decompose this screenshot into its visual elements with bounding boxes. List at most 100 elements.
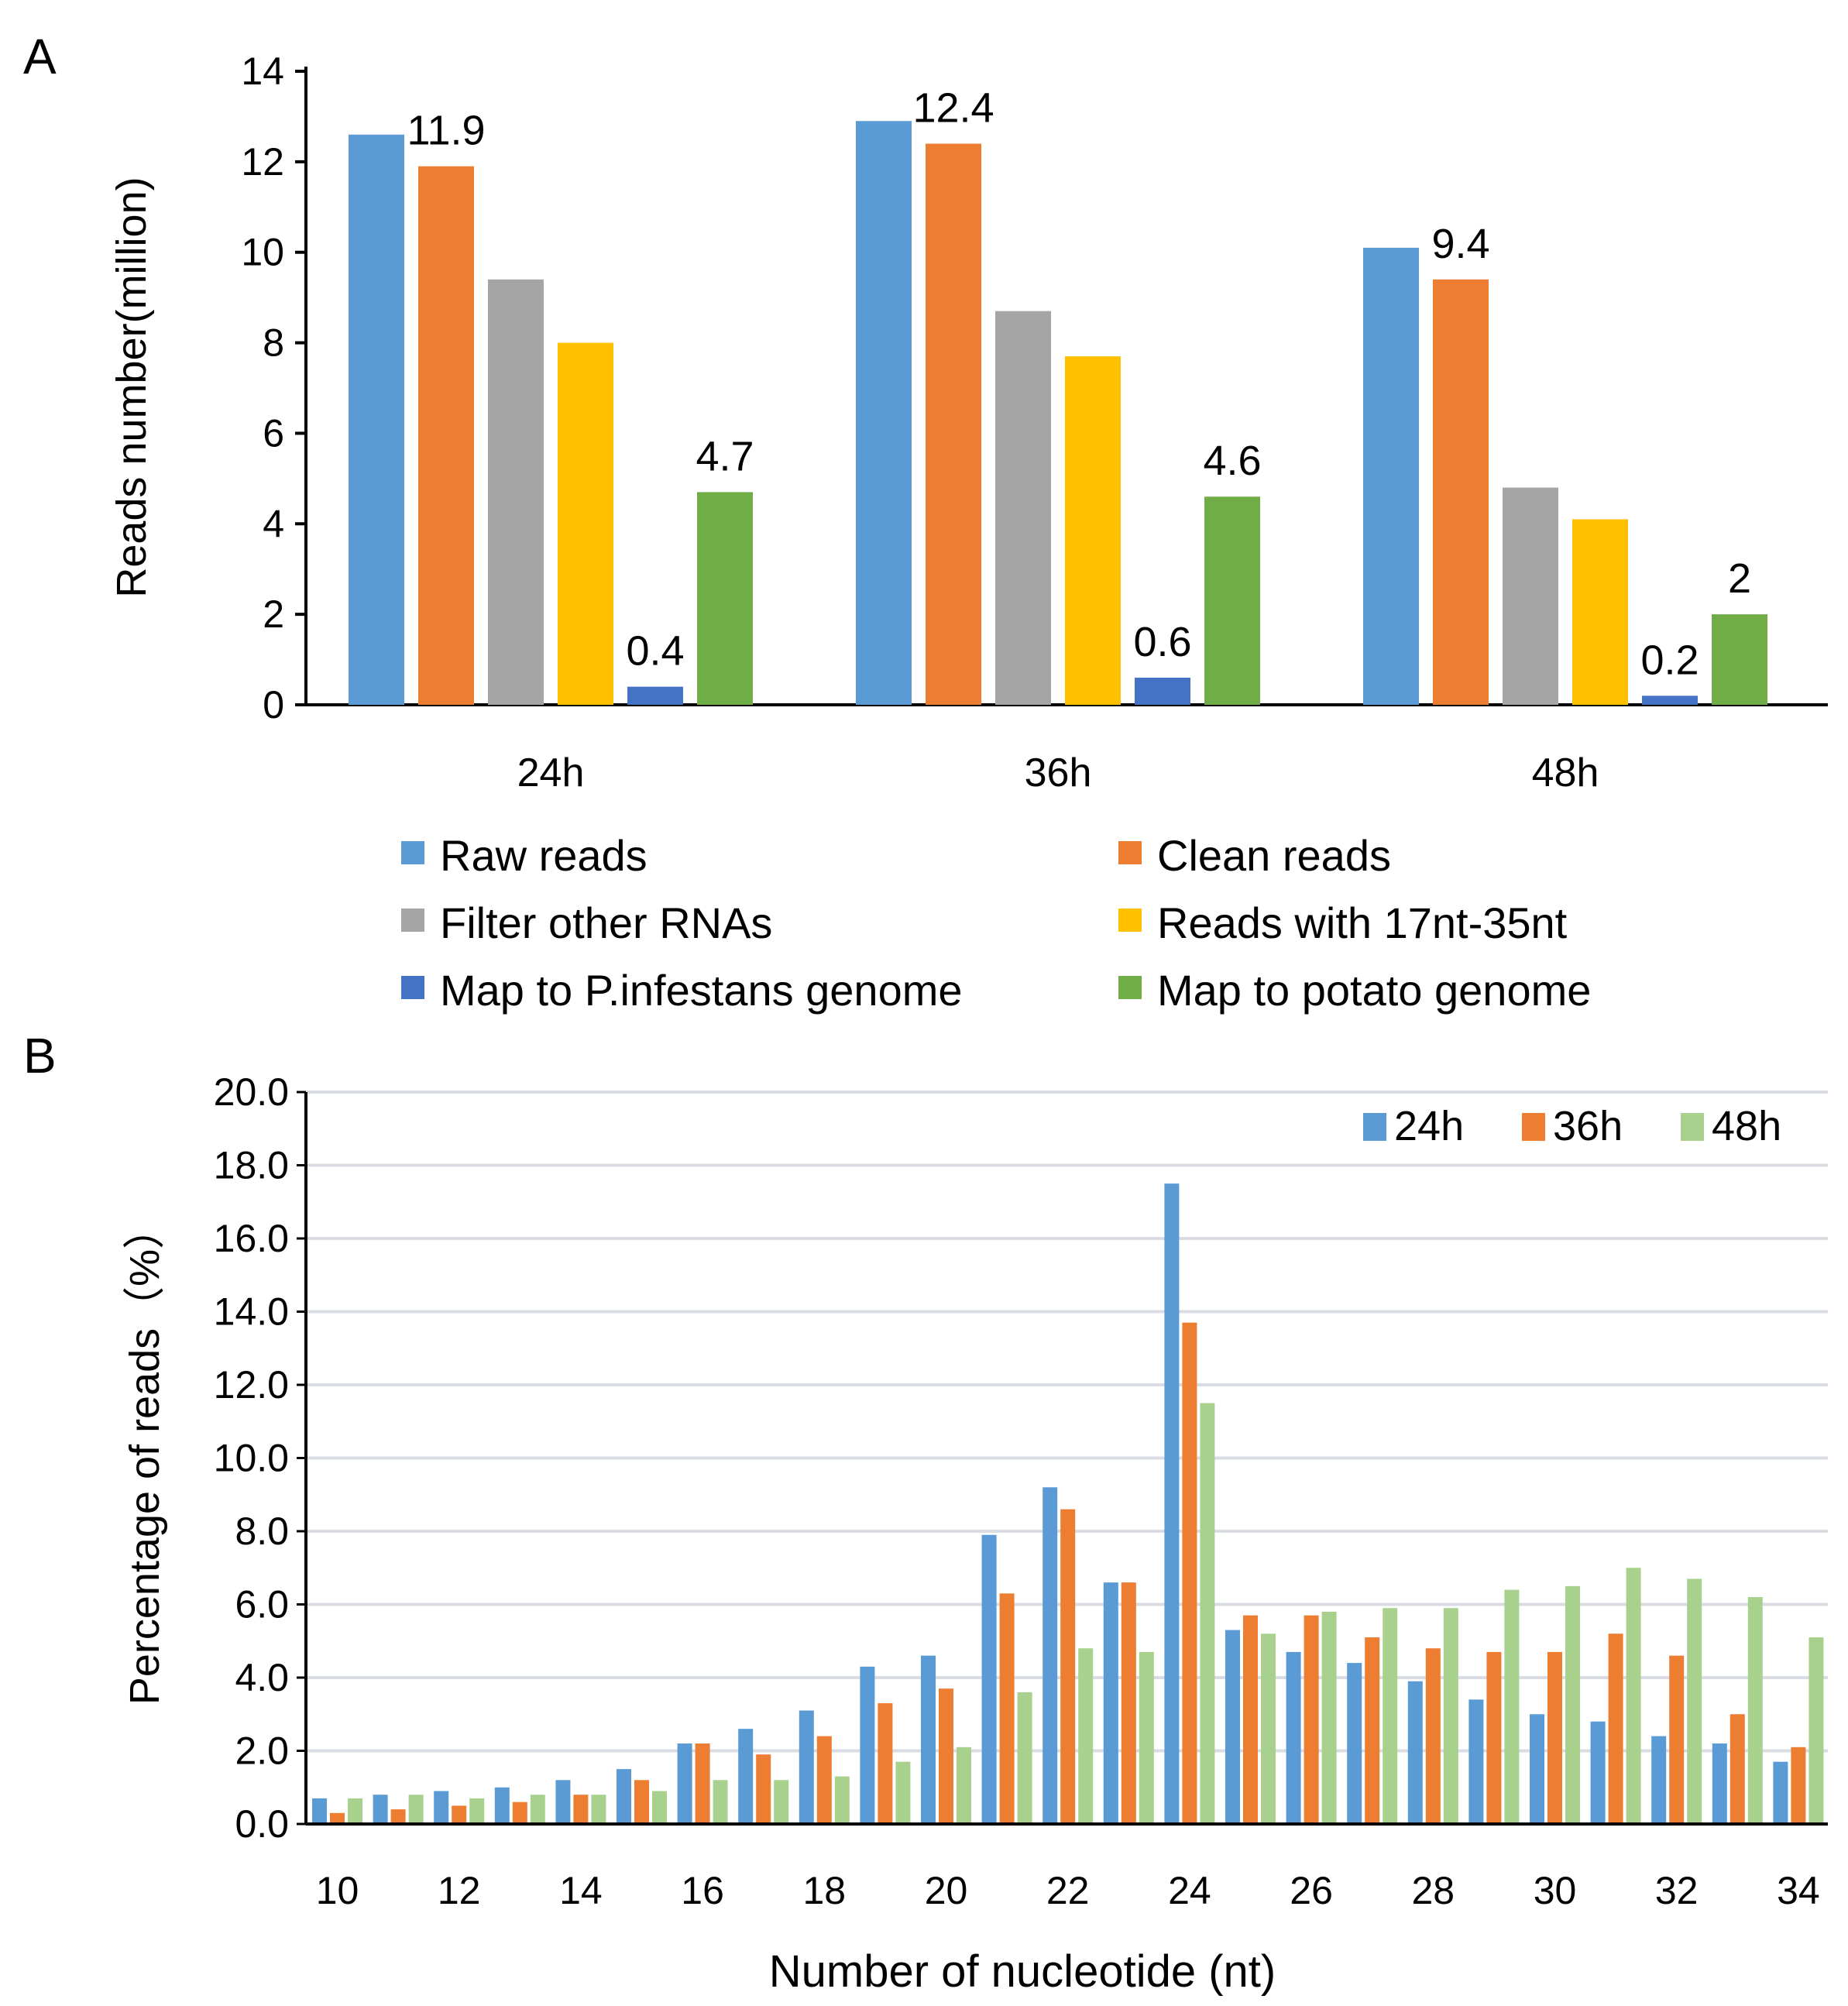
- bar-24h-34nt: [1773, 1761, 1788, 1824]
- bar-raw-reads-36h: [856, 121, 912, 705]
- bar-24h-18nt: [799, 1710, 814, 1824]
- bar-24h-10nt: [312, 1798, 327, 1824]
- bar-48h-26nt: [1321, 1611, 1337, 1824]
- bar-48h-25nt: [1261, 1633, 1276, 1824]
- data-label: 2: [1728, 555, 1751, 602]
- bar-filter-other-rnas-36h: [995, 311, 1051, 705]
- y-tick-label: 4.0: [235, 1656, 289, 1699]
- bar-24h-22nt: [1043, 1487, 1058, 1824]
- bar-48h-28nt: [1443, 1608, 1458, 1824]
- bar-48h-16nt: [713, 1780, 728, 1824]
- x-tick-label: 12: [438, 1869, 481, 1912]
- bar-24h-26nt: [1286, 1651, 1301, 1824]
- panel-a-label: A: [23, 29, 57, 84]
- y-tick-label: 14.0: [214, 1290, 289, 1334]
- bar-24h-25nt: [1225, 1630, 1240, 1824]
- bar-36h-21nt: [999, 1593, 1015, 1824]
- panel-a-chart: 0 2 4 6 8 10 12 14 Reads number(million) 11.9 0.4 4…: [108, 50, 1828, 795]
- data-label: 11.9: [407, 108, 485, 154]
- legend-swatch: [1118, 841, 1142, 864]
- legend-swatch: [401, 841, 424, 864]
- bar-36h-15nt: [634, 1780, 649, 1824]
- legend-swatch: [1118, 909, 1142, 932]
- legend-swatch: [1363, 1113, 1386, 1141]
- x-category-label: 24h: [517, 751, 585, 795]
- bar-48h-23nt: [1139, 1651, 1154, 1824]
- bar-48h-34nt: [1808, 1637, 1824, 1824]
- bar-24h-24nt: [1164, 1183, 1180, 1824]
- bar-36h-18nt: [816, 1736, 832, 1824]
- bar-map-to-potato-genome-36h: [1204, 496, 1260, 705]
- bar-24h-20nt: [921, 1655, 936, 1824]
- bar-36h-13nt: [512, 1802, 527, 1824]
- x-tick-label: 32: [1655, 1869, 1699, 1912]
- data-label: 9.4: [1431, 221, 1489, 267]
- x-tick-label: 20: [925, 1869, 968, 1912]
- bar-36h-16nt: [695, 1743, 710, 1824]
- bar-clean-reads-24h: [418, 166, 474, 705]
- bar-24h-19nt: [860, 1666, 875, 1824]
- bar-36h-31nt: [1608, 1633, 1623, 1824]
- data-label: 12.4: [912, 84, 994, 131]
- bar-36h-24nt: [1182, 1322, 1197, 1824]
- legend-swatch: [1118, 976, 1142, 999]
- y-tick-label: 6.0: [235, 1583, 289, 1626]
- bar-raw-reads-24h: [349, 134, 404, 706]
- legend-label: Map to P.infestans genome: [440, 966, 963, 1015]
- x-tick-label: 34: [1777, 1869, 1820, 1912]
- x-tick-label: 14: [559, 1869, 603, 1912]
- bar-48h-21nt: [1017, 1692, 1032, 1824]
- y-tick-label: 20.0: [214, 1070, 289, 1114]
- bar-24h-12nt: [434, 1791, 449, 1824]
- bar-48h-30nt: [1565, 1585, 1580, 1824]
- x-tick-label: 24: [1168, 1869, 1211, 1912]
- bar-24h-29nt: [1468, 1699, 1484, 1824]
- bar-36h-30nt: [1547, 1651, 1562, 1824]
- y-tick-label: 0.0: [235, 1802, 289, 1846]
- legend-label: 48h: [1712, 1103, 1781, 1149]
- bar-24h-32nt: [1651, 1736, 1667, 1824]
- panel-b-chart: 0.0 2.0 4.0 6.0 8.0 10.0 12.0 14.0 16.0 18.0 20.0 1…: [122, 1070, 1828, 1997]
- legend-swatch: [1681, 1113, 1704, 1141]
- bar-map-to-p-infestans-genome-24h: [627, 686, 683, 705]
- bar-48h-32nt: [1687, 1578, 1702, 1824]
- panel-b-legend: 24h 36h 48h: [1363, 1103, 1781, 1149]
- bar-48h-15nt: [652, 1791, 667, 1824]
- data-label: 4.7: [696, 433, 754, 479]
- bar-36h-27nt: [1365, 1637, 1380, 1824]
- bar-map-to-potato-genome-24h: [697, 492, 753, 705]
- bar-36h-25nt: [1243, 1615, 1258, 1824]
- x-tick-label: 22: [1046, 1869, 1090, 1912]
- bar-36h-11nt: [390, 1809, 406, 1824]
- bar-48h-19nt: [895, 1761, 911, 1824]
- x-axis-title: Number of nucleotide (nt): [769, 1946, 1276, 1997]
- bar-48h-13nt: [530, 1795, 545, 1824]
- bar-36h-22nt: [1060, 1509, 1076, 1824]
- bar-36h-33nt: [1729, 1714, 1745, 1824]
- y-tick-label: 10: [241, 231, 284, 274]
- y-tick-label: 2: [263, 593, 284, 636]
- y-axis-title: Percentage of reads（%）: [122, 1207, 168, 1705]
- legend-swatch: [401, 909, 424, 932]
- bar-24h-33nt: [1712, 1743, 1727, 1824]
- bar-map-to-p-infestans-genome-48h: [1642, 696, 1698, 705]
- legend-swatch: [401, 976, 424, 999]
- legend-label: Clean reads: [1157, 831, 1391, 880]
- y-tick-label: 4: [263, 502, 284, 545]
- y-tick-label: 6: [263, 411, 284, 455]
- bar-48h-31nt: [1626, 1568, 1641, 1824]
- bar-48h-18nt: [834, 1776, 850, 1824]
- bar-map-to-potato-genome-48h: [1712, 614, 1767, 705]
- data-label: 4.6: [1203, 438, 1261, 484]
- bar-24h-14nt: [555, 1780, 571, 1824]
- bar-36h-20nt: [939, 1688, 953, 1824]
- bar-clean-reads-48h: [1433, 279, 1489, 705]
- legend-label: Reads with 17nt-35nt: [1157, 898, 1568, 947]
- legend-label: Filter other RNAs: [440, 898, 772, 947]
- bar-24h-30nt: [1530, 1714, 1544, 1824]
- bar-36h-12nt: [452, 1805, 467, 1824]
- legend-label: 36h: [1553, 1103, 1623, 1149]
- bar-24h-31nt: [1590, 1721, 1606, 1824]
- x-tick-label: 10: [316, 1869, 359, 1912]
